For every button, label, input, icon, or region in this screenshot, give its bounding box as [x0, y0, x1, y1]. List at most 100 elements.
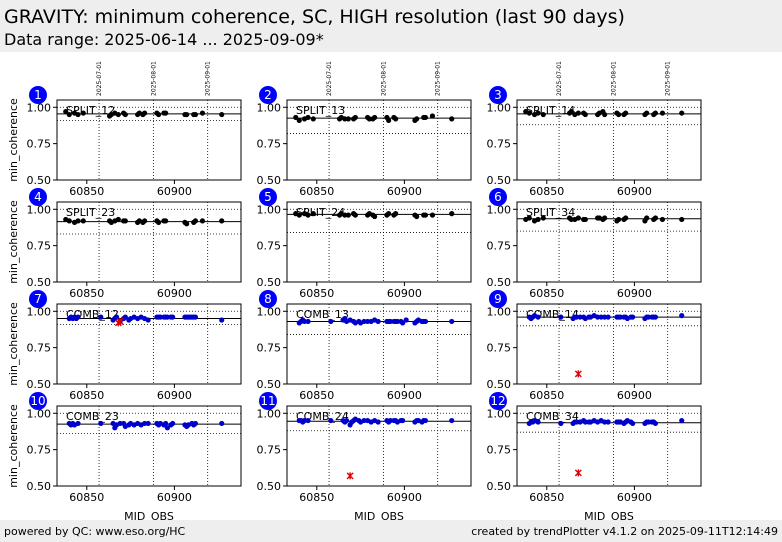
panel-badge-number: 4 — [34, 190, 42, 204]
data-point — [386, 211, 392, 217]
data-point — [449, 318, 455, 325]
data-point — [449, 211, 455, 217]
y-tick-label: 0.50 — [257, 276, 282, 289]
data-point — [644, 215, 650, 221]
month-label: 2025-08-01 — [380, 61, 387, 96]
y-tick-label: 1.00 — [27, 101, 52, 114]
x-tick-label: 60900 — [617, 287, 652, 300]
footer-credit: powered by QC: www.eso.org/HC — [4, 525, 186, 538]
data-point — [75, 314, 81, 320]
y-tick-label: 1.00 — [257, 305, 282, 318]
data-point — [156, 111, 162, 118]
data-point — [98, 420, 104, 427]
data-point — [372, 114, 378, 121]
x-axis-label: MJD_OBS — [584, 510, 634, 520]
y-tick-label: 0.50 — [27, 174, 52, 187]
data-point — [372, 213, 378, 220]
data-point — [142, 110, 148, 116]
data-point — [422, 417, 429, 424]
data-point — [393, 211, 399, 217]
panel-1: 2025-07-01 2025-08-01 2025-09-01 60850 60900… — [7, 61, 242, 198]
data-point — [296, 117, 302, 123]
data-point — [575, 110, 581, 116]
plot-frame — [286, 303, 472, 385]
plot-frame — [56, 201, 242, 283]
month-label: 2025-09-01 — [665, 61, 672, 96]
y-tick-label: 0.50 — [257, 480, 282, 493]
x-tick-label: 60900 — [157, 185, 192, 198]
x-tick-label: 60900 — [157, 389, 192, 402]
panel-badge-number: 6 — [494, 190, 502, 204]
data-point — [659, 216, 666, 223]
data-point — [343, 417, 350, 424]
panel-8: 60850 60900 0.50 0.75 1.00 COMB_13 8 — [257, 290, 472, 402]
month-label: 2025-07-01 — [326, 61, 333, 96]
panel-badge — [259, 188, 277, 206]
data-point — [403, 317, 409, 323]
data-point — [429, 113, 436, 119]
x-axis-label: MJD_OBS — [354, 510, 404, 520]
data-point — [602, 111, 608, 118]
data-point — [80, 110, 86, 116]
data-point — [122, 218, 128, 224]
outlier-point — [574, 469, 582, 477]
y-tick-label: 0.75 — [27, 444, 52, 457]
data-point — [310, 211, 316, 217]
data-point — [659, 110, 666, 116]
y-tick-label: 1.00 — [257, 407, 282, 420]
x-tick-label: 60900 — [617, 185, 652, 198]
data-point — [679, 110, 685, 116]
y-tick-label: 1.00 — [487, 203, 512, 216]
data-point — [219, 317, 225, 323]
data-point — [305, 318, 311, 325]
panel-badge-number: 2 — [264, 88, 272, 102]
x-tick-label: 60900 — [387, 287, 422, 300]
data-point — [199, 110, 206, 116]
data-point — [652, 215, 659, 221]
panel-badge-number: 7 — [34, 292, 42, 306]
panel-label: SPLIT_34 — [526, 206, 575, 219]
data-point — [422, 114, 429, 121]
data-point — [122, 314, 128, 320]
y-tick-label: 1.00 — [257, 203, 282, 216]
data-point — [540, 215, 546, 221]
data-point — [80, 218, 86, 224]
panel-badge — [259, 86, 277, 104]
data-point — [192, 420, 199, 427]
y-tick-label: 0.75 — [257, 444, 282, 457]
data-point — [328, 417, 334, 424]
data-point — [66, 218, 72, 224]
y-tick-label: 0.75 — [487, 444, 512, 457]
data-point — [163, 110, 169, 116]
x-tick-label: 60850 — [69, 287, 104, 300]
y-tick-label: 0.50 — [27, 378, 52, 391]
plot-frame — [56, 405, 242, 487]
x-tick-label: 60850 — [299, 287, 334, 300]
y-axis-label: min_coherence — [7, 404, 20, 488]
data-point — [219, 111, 225, 118]
x-tick-label: 60850 — [529, 185, 564, 198]
x-tick-label: 60900 — [387, 185, 422, 198]
y-tick-label: 0.50 — [487, 174, 512, 187]
data-point — [192, 111, 199, 118]
data-point — [535, 419, 541, 425]
panel-badge — [259, 392, 277, 410]
data-point — [142, 218, 148, 224]
data-point — [414, 116, 420, 122]
data-point — [170, 420, 176, 427]
data-point — [98, 314, 104, 320]
trend-charts: 2025-07-01 2025-08-01 2025-09-01 60850 60900… — [7, 61, 702, 520]
data-point — [449, 417, 455, 424]
data-point — [535, 110, 541, 116]
data-point — [429, 212, 436, 218]
footer-created: created by trendPlotter v4.1.2 on 2025-0… — [471, 525, 778, 538]
x-tick-label: 60850 — [299, 185, 334, 198]
y-tick-label: 0.75 — [257, 240, 282, 253]
data-point — [305, 417, 311, 424]
panel-badge — [489, 392, 507, 410]
month-label: 2025-08-01 — [150, 61, 157, 96]
data-point — [66, 111, 72, 118]
data-point — [393, 116, 399, 122]
y-tick-label: 0.75 — [257, 342, 282, 355]
